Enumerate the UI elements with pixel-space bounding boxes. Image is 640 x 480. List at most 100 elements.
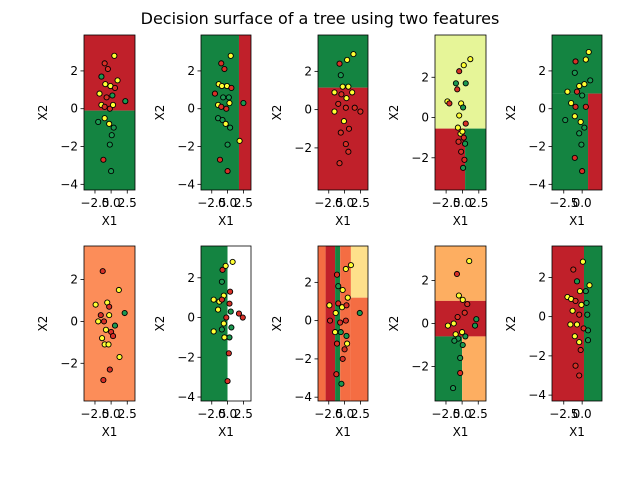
x-axis-label: X1 (569, 214, 585, 228)
data-point (106, 312, 113, 319)
axes-frame (83, 34, 136, 191)
data-point (471, 322, 479, 329)
data-point (349, 89, 356, 96)
data-point (564, 88, 571, 95)
subplot-3: −2.50.02.5 −2 0 2 X1 X2 (270, 34, 370, 228)
data-point (332, 329, 339, 336)
y-tick-label: 0 (421, 317, 429, 331)
data-point (223, 314, 230, 321)
data-point (562, 117, 569, 124)
decision-region (350, 246, 368, 298)
data-point (102, 81, 109, 88)
data-point (337, 129, 344, 136)
data-point (331, 89, 338, 96)
data-point (345, 125, 353, 132)
data-point (215, 306, 222, 313)
data-point (218, 326, 225, 333)
data-point (210, 328, 217, 335)
data-point (452, 331, 459, 338)
data-point (105, 341, 112, 348)
x-tick-label: 0.0 (453, 196, 472, 210)
y-tick-label: −2 (411, 151, 429, 165)
y-tick-label: 2 (70, 273, 78, 287)
data-point (582, 56, 589, 63)
data-point (218, 296, 225, 303)
data-point (578, 301, 585, 308)
y-axis-label: X2 (36, 105, 50, 121)
data-point (572, 362, 579, 369)
data-point (109, 92, 116, 99)
plot-area (435, 246, 486, 401)
x-tick-label: 0.0 (102, 407, 121, 421)
data-point (106, 141, 113, 148)
x-tick-label: −2.5 (80, 407, 109, 421)
axes-frame (434, 34, 487, 191)
data-point (224, 378, 231, 385)
decision-region (462, 336, 486, 401)
data-point (343, 302, 350, 309)
data-point (345, 83, 352, 90)
data-point (571, 113, 578, 120)
data-point (229, 258, 236, 265)
data-point (225, 94, 232, 101)
data-point (460, 104, 467, 111)
data-point (446, 100, 453, 107)
data-point (579, 168, 586, 175)
data-point (239, 314, 246, 321)
data-point (450, 320, 457, 327)
axes-frame (200, 34, 252, 191)
data-point (460, 134, 467, 141)
x-tick-label: 0.0 (573, 407, 592, 421)
subplot-7: −2.50.02.5 −4 −2 0 2 X1 X2 (153, 245, 253, 439)
data-point (333, 271, 341, 278)
decision-region (588, 93, 602, 190)
x-tick-label: 2.5 (234, 196, 253, 210)
y-tick-label: 2 (538, 64, 546, 78)
decision-region (201, 35, 239, 190)
data-point (218, 60, 225, 67)
data-point (459, 296, 466, 303)
data-point (573, 88, 581, 95)
plot-area (552, 246, 602, 401)
data-point (576, 288, 583, 295)
y-tick-label: −4 (528, 177, 546, 191)
data-point (228, 84, 235, 91)
y-tick-label: 2 (187, 64, 195, 78)
data-point (216, 156, 224, 163)
x-axis-label: X1 (335, 425, 351, 439)
data-point (99, 268, 106, 275)
data-point (336, 60, 343, 67)
plot-area (201, 246, 251, 401)
y-tick-label: −4 (60, 177, 78, 191)
data-point (582, 288, 589, 295)
data-point (110, 124, 117, 131)
data-point (339, 286, 346, 294)
x-tick-label: 2.5 (234, 407, 253, 421)
data-point (226, 300, 233, 307)
data-point (95, 118, 102, 126)
data-point (579, 258, 586, 265)
data-point (111, 52, 118, 59)
data-point (224, 141, 231, 148)
y-tick-label: −2 (177, 350, 195, 364)
data-point (211, 90, 218, 97)
axes-frame (317, 245, 369, 402)
data-point (462, 120, 469, 127)
data-point (458, 148, 465, 155)
data-point (444, 322, 451, 329)
y-tick-label: 0 (538, 310, 546, 324)
data-point (342, 104, 349, 111)
data-point (467, 56, 474, 63)
data-point (218, 82, 225, 90)
data-point (461, 309, 468, 316)
y-tick-label: −2 (177, 140, 195, 154)
data-point (219, 266, 226, 273)
x-tick-label: −2.5 (314, 196, 343, 210)
y-axis-label: X2 (270, 105, 284, 121)
x-tick-label: 0.0 (218, 407, 237, 421)
data-point (568, 99, 575, 107)
y-tick-label: −2 (528, 349, 546, 363)
data-point (356, 309, 363, 317)
x-tick-label: 2.5 (469, 196, 488, 210)
data-point (220, 320, 227, 327)
